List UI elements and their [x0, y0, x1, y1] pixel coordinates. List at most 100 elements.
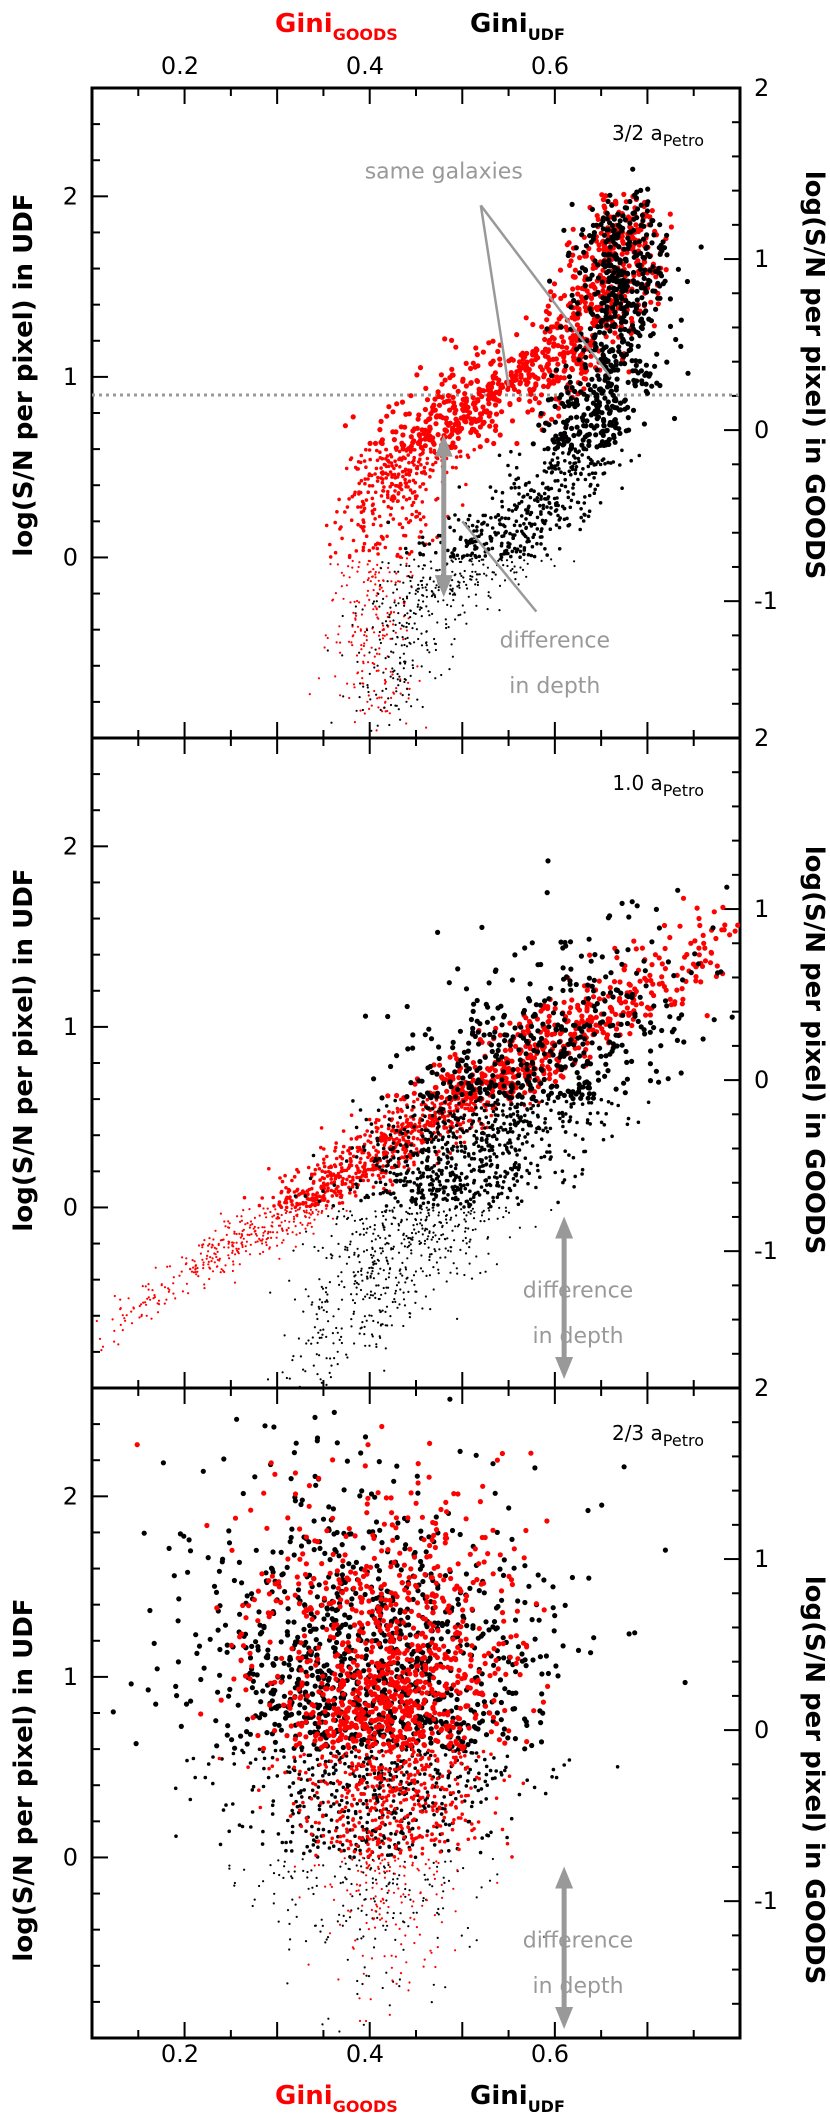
data-point: [339, 651, 342, 654]
data-point: [595, 275, 602, 281]
data-point: [552, 403, 558, 409]
data-point: [560, 504, 565, 509]
data-point: [515, 1102, 520, 1107]
data-point: [598, 462, 603, 467]
data-point: [193, 1260, 196, 1263]
data-point: [166, 1265, 169, 1268]
data-point: [569, 385, 575, 391]
data-point: [361, 608, 364, 611]
data-point: [78, 1348, 80, 1350]
data-point: [413, 622, 416, 625]
data-point: [589, 1016, 596, 1022]
data-point: [425, 1274, 428, 1277]
data-point: [572, 316, 578, 322]
data-point: [208, 1242, 211, 1246]
data-point: [291, 1231, 294, 1234]
data-point: [381, 637, 385, 640]
data-point: [435, 389, 441, 395]
y-left-tick-label: 0: [63, 543, 78, 571]
data-point: [607, 913, 613, 919]
data-point: [561, 293, 568, 299]
data-point: [622, 205, 628, 211]
data-point: [231, 1251, 234, 1254]
data-point: [372, 568, 375, 571]
data-point: [667, 1014, 673, 1020]
data-point: [383, 678, 387, 682]
data-point: [555, 463, 560, 467]
data-point: [391, 517, 396, 521]
data-point: [277, 1213, 280, 1216]
data-point: [410, 576, 414, 579]
data-point: [552, 466, 557, 471]
data-point: [623, 287, 629, 293]
data-point: [568, 258, 574, 264]
data-point: [432, 1197, 436, 1202]
data-point: [449, 588, 452, 591]
data-point: [420, 535, 425, 540]
data-point: [416, 412, 422, 418]
data-point: [330, 1364, 333, 1367]
data-point: [311, 1210, 314, 1214]
data-point: [449, 366, 455, 372]
data-point: [437, 1062, 443, 1068]
data-point: [473, 418, 479, 424]
data-point: [350, 770, 352, 772]
data-point: [495, 1165, 500, 1170]
data-point: [628, 229, 634, 235]
data-point: [463, 1106, 467, 1111]
data-point: [366, 686, 369, 689]
data-point: [375, 613, 378, 616]
data-point: [411, 1090, 417, 1096]
data-point: [422, 406, 428, 413]
data-point: [634, 288, 640, 294]
data-point: [633, 222, 639, 228]
data-point: [597, 329, 603, 335]
y-left-tick-label: 1: [63, 363, 78, 391]
data-point: [635, 330, 641, 336]
data-point: [558, 295, 564, 301]
data-point: [386, 495, 390, 500]
data-point: [402, 1127, 407, 1132]
data-point: [379, 641, 382, 645]
data-point: [284, 1186, 288, 1190]
data-point: [165, 1298, 168, 1301]
data-point: [388, 571, 391, 574]
data-point: [698, 979, 704, 985]
data-point: [388, 1209, 391, 1212]
data-point: [405, 645, 409, 648]
data-point: [697, 922, 703, 929]
data-point: [296, 1215, 299, 1218]
data-point: [409, 609, 412, 612]
data-point: [530, 321, 536, 328]
data-point: [370, 704, 373, 707]
data-point: [406, 636, 409, 640]
data-point: [399, 1107, 403, 1112]
data-point: [342, 574, 345, 577]
data-point: [216, 1265, 219, 1268]
data-point: [641, 958, 647, 964]
data-point: [246, 1233, 249, 1236]
data-point: [184, 1263, 187, 1266]
data-point: [589, 376, 595, 382]
data-point: [456, 585, 459, 588]
data-point: [532, 554, 537, 559]
data-point: [648, 977, 654, 984]
data-point: [397, 457, 401, 462]
data-point: [499, 409, 505, 415]
data-point: [345, 1177, 349, 1182]
data-point: [621, 967, 627, 973]
data-point: [228, 1241, 231, 1244]
data-point: [467, 1108, 472, 1113]
data-point: [593, 487, 597, 492]
data-point: [378, 1180, 383, 1184]
data-point: [510, 561, 514, 564]
data-point: [601, 232, 608, 238]
data-point: [407, 496, 412, 501]
data-point: [379, 440, 385, 447]
data-point: [371, 1294, 375, 1297]
data-point: [342, 597, 345, 600]
data-point: [388, 613, 391, 616]
data-point: [366, 1151, 371, 1156]
data-point: [671, 1001, 678, 1007]
